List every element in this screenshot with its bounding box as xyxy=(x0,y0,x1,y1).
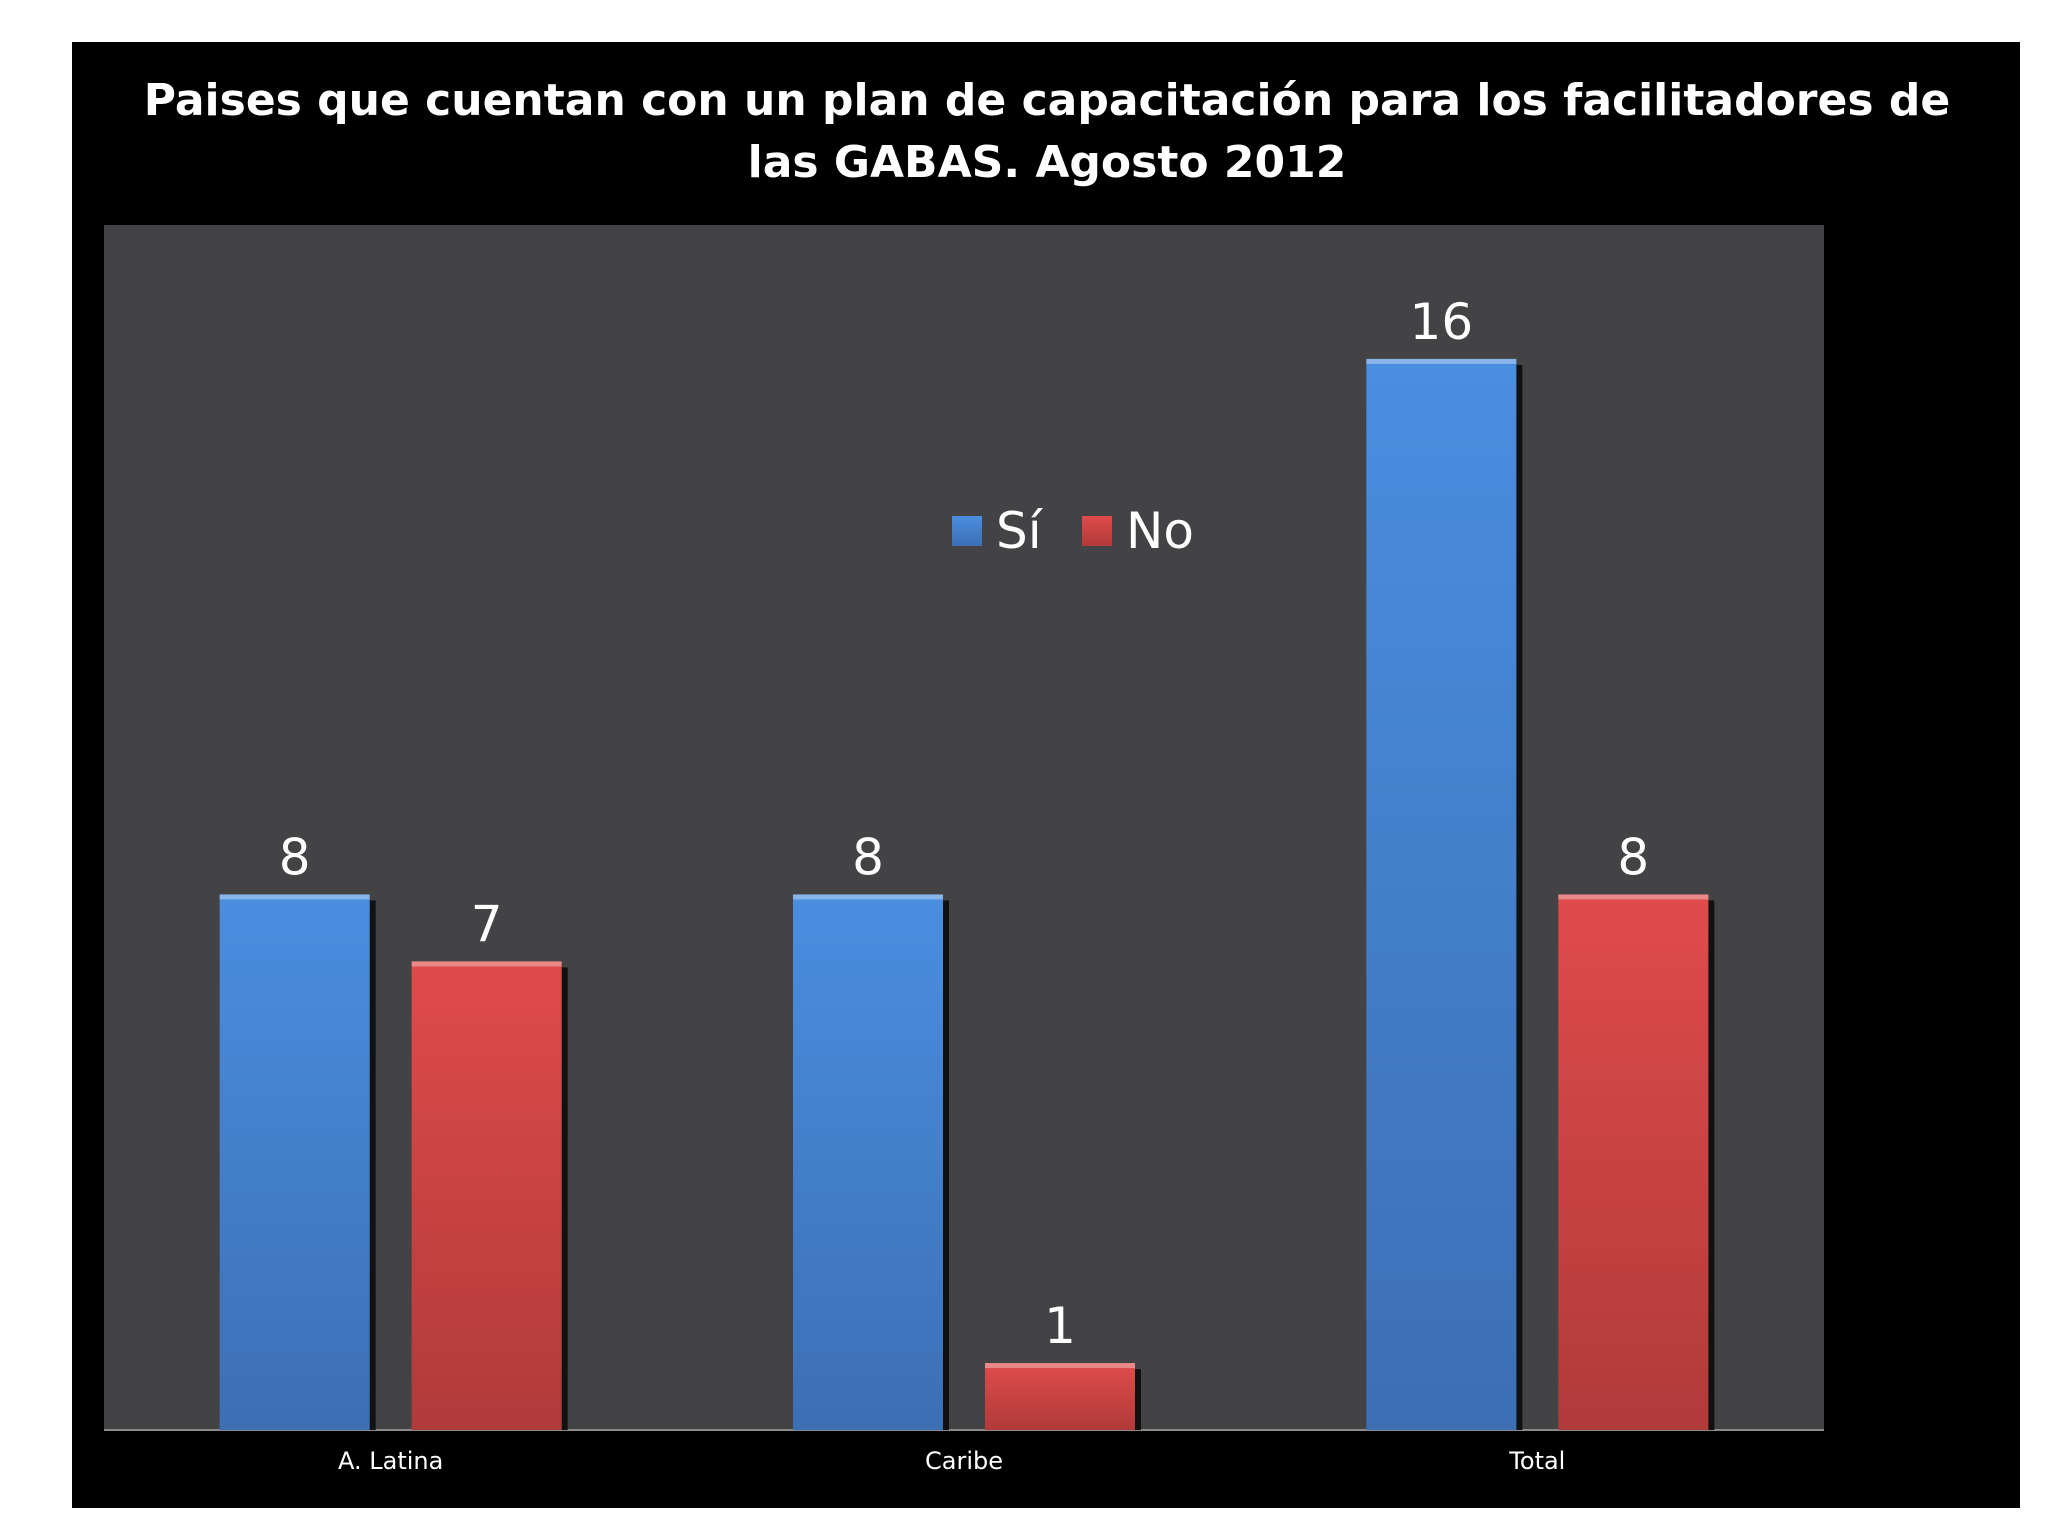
bar-shadow-s--a-latina xyxy=(369,900,376,1430)
ticks-layer: A. Latina Caribe Total xyxy=(338,1447,1565,1475)
bar-no-total xyxy=(1558,894,1709,1430)
bar-s--a-latina xyxy=(219,894,370,1430)
data-label-s--a-latina: 8 xyxy=(279,828,311,886)
x-tick-label: Total xyxy=(1508,1447,1565,1475)
chart-svg: 8 7 8 1 16 8 A. Latina Caribe Total Sí No xyxy=(104,225,1824,1475)
labels-layer: 8 7 8 1 16 8 xyxy=(279,293,1649,1355)
bar-shadow-s--caribe xyxy=(943,900,949,1430)
bar-no-a-latina xyxy=(411,961,562,1430)
bar-no-caribe xyxy=(985,1363,1135,1430)
bar-highlight-no-caribe xyxy=(985,1363,1135,1369)
bar-shadow-no-caribe xyxy=(1135,1369,1141,1430)
bar-highlight-s--total xyxy=(1366,358,1517,364)
bar-highlight-no-total xyxy=(1558,894,1709,900)
legend-swatch-no xyxy=(1082,516,1112,546)
x-tick-label: Caribe xyxy=(925,1447,1003,1475)
bar-s--caribe xyxy=(793,894,943,1430)
bar-highlight-s--caribe xyxy=(793,894,943,900)
bar-shadow-s--total xyxy=(1516,364,1523,1430)
bar-shadow-no-a-latina xyxy=(561,967,568,1430)
legend-swatch-s- xyxy=(952,516,982,546)
data-label-no-total: 8 xyxy=(1617,828,1649,886)
plot-area xyxy=(104,225,1824,1430)
data-label-s--total: 16 xyxy=(1410,293,1474,351)
legend: Sí No xyxy=(952,502,1194,560)
legend-label-s-: Sí xyxy=(996,502,1044,560)
bar-s--total xyxy=(1366,358,1517,1430)
data-label-no-a-latina: 7 xyxy=(471,895,503,953)
bars-layer xyxy=(219,358,1715,1430)
legend-label-no: No xyxy=(1126,502,1194,560)
chart-frame: Paises que cuentan con un plan de capaci… xyxy=(72,42,2020,1508)
bar-highlight-no-a-latina xyxy=(411,961,562,967)
data-label-s--caribe: 8 xyxy=(852,828,884,886)
bar-highlight-s--a-latina xyxy=(219,894,370,900)
x-tick-label: A. Latina xyxy=(338,1447,443,1475)
chart-title: Paises que cuentan con un plan de capaci… xyxy=(143,75,1951,188)
data-label-no-caribe: 1 xyxy=(1044,1297,1076,1355)
bar-shadow-no-total xyxy=(1708,900,1715,1430)
